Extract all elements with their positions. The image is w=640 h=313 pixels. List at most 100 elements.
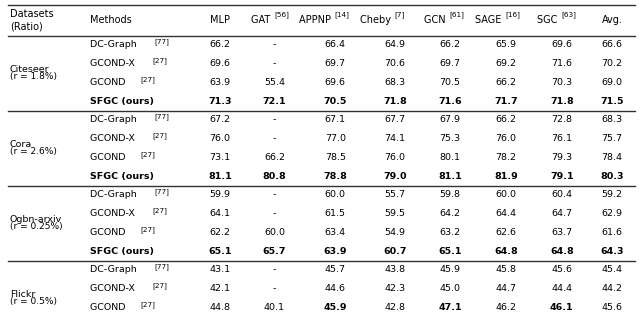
Text: [27]: [27]	[140, 151, 155, 158]
Text: -: -	[273, 40, 276, 49]
Text: Avg.: Avg.	[602, 15, 622, 25]
Text: DC-Graph: DC-Graph	[90, 190, 140, 199]
Text: 66.2: 66.2	[495, 78, 516, 87]
Text: 74.1: 74.1	[385, 134, 406, 143]
Text: [14]: [14]	[335, 11, 349, 18]
Text: 73.1: 73.1	[209, 153, 230, 162]
Text: 64.3: 64.3	[600, 247, 623, 256]
Text: 71.8: 71.8	[550, 97, 573, 106]
Text: (r = 0.5%): (r = 0.5%)	[10, 297, 57, 306]
Text: DC-Graph: DC-Graph	[90, 40, 140, 49]
Text: 71.5: 71.5	[600, 97, 623, 106]
Text: 70.6: 70.6	[385, 59, 406, 68]
Text: -: -	[273, 59, 276, 68]
Text: 40.1: 40.1	[264, 303, 285, 312]
Text: -: -	[273, 134, 276, 143]
Text: [77]: [77]	[155, 264, 170, 270]
Text: [27]: [27]	[152, 58, 167, 64]
Text: [77]: [77]	[155, 189, 170, 196]
Text: [27]: [27]	[152, 132, 167, 139]
Text: Cora: Cora	[10, 140, 32, 149]
Text: 64.9: 64.9	[385, 40, 406, 49]
Text: 81.1: 81.1	[438, 172, 462, 181]
Text: 43.8: 43.8	[385, 265, 406, 275]
Text: (r = 1.8%): (r = 1.8%)	[10, 72, 57, 81]
Text: 69.7: 69.7	[440, 59, 460, 68]
Text: 65.1: 65.1	[208, 247, 232, 256]
Text: 60.4: 60.4	[551, 190, 572, 199]
Text: 69.6: 69.6	[325, 78, 346, 87]
Text: 78.5: 78.5	[325, 153, 346, 162]
Text: 78.8: 78.8	[323, 172, 348, 181]
Text: 78.4: 78.4	[602, 153, 622, 162]
Text: 55.7: 55.7	[385, 190, 406, 199]
Text: GCOND-X: GCOND-X	[90, 59, 138, 68]
Text: 63.2: 63.2	[439, 228, 460, 237]
Text: 78.2: 78.2	[495, 153, 516, 162]
Text: -: -	[273, 284, 276, 293]
Text: GCOND-X: GCOND-X	[90, 284, 138, 293]
Text: DC-Graph: DC-Graph	[90, 265, 140, 275]
Text: GCOND: GCOND	[90, 303, 129, 312]
Text: Flickr: Flickr	[10, 290, 35, 299]
Text: 64.1: 64.1	[209, 209, 230, 218]
Text: 45.9: 45.9	[324, 303, 347, 312]
Text: 71.7: 71.7	[494, 97, 518, 106]
Text: DC-Graph: DC-Graph	[90, 115, 140, 125]
Text: 70.5: 70.5	[324, 97, 347, 106]
Text: 54.9: 54.9	[385, 228, 406, 237]
Text: 62.2: 62.2	[209, 228, 230, 237]
Text: Cheby: Cheby	[360, 15, 394, 25]
Text: [56]: [56]	[274, 11, 289, 18]
Text: 67.2: 67.2	[209, 115, 230, 125]
Text: Datasets
(Ratio): Datasets (Ratio)	[10, 9, 54, 32]
Text: GCOND: GCOND	[90, 153, 129, 162]
Text: 65.9: 65.9	[495, 40, 516, 49]
Text: 45.4: 45.4	[602, 265, 622, 275]
Text: 66.4: 66.4	[325, 40, 346, 49]
Text: (r = 0.25%): (r = 0.25%)	[10, 222, 63, 231]
Text: 44.6: 44.6	[325, 284, 346, 293]
Text: 60.0: 60.0	[264, 228, 285, 237]
Text: 70.3: 70.3	[551, 78, 572, 87]
Text: -: -	[273, 265, 276, 275]
Text: 75.3: 75.3	[439, 134, 460, 143]
Text: SFGC (ours): SFGC (ours)	[90, 247, 154, 256]
Text: Citeseer: Citeseer	[10, 65, 50, 74]
Text: 60.0: 60.0	[495, 190, 516, 199]
Text: 67.1: 67.1	[325, 115, 346, 125]
Text: 69.0: 69.0	[602, 78, 622, 87]
Text: [77]: [77]	[155, 39, 170, 45]
Text: (r = 2.6%): (r = 2.6%)	[10, 147, 57, 156]
Text: 81.9: 81.9	[494, 172, 518, 181]
Text: Methods: Methods	[90, 15, 132, 25]
Text: 61.5: 61.5	[325, 209, 346, 218]
Text: 64.4: 64.4	[495, 209, 516, 218]
Text: 69.6: 69.6	[209, 59, 230, 68]
Text: -: -	[273, 209, 276, 218]
Text: 44.4: 44.4	[551, 284, 572, 293]
Text: [61]: [61]	[449, 11, 464, 18]
Text: 76.1: 76.1	[551, 134, 572, 143]
Text: 80.1: 80.1	[440, 153, 460, 162]
Text: 71.6: 71.6	[438, 97, 461, 106]
Text: 69.6: 69.6	[551, 40, 572, 49]
Text: 72.1: 72.1	[262, 97, 286, 106]
Text: MLP: MLP	[210, 15, 230, 25]
Text: 65.1: 65.1	[438, 247, 461, 256]
Text: Ogbn-arxiv: Ogbn-arxiv	[10, 215, 62, 224]
Text: SFGC (ours): SFGC (ours)	[90, 172, 154, 181]
Text: 64.8: 64.8	[550, 247, 573, 256]
Text: 66.2: 66.2	[264, 153, 285, 162]
Text: 70.5: 70.5	[440, 78, 460, 87]
Text: SFGC (ours): SFGC (ours)	[90, 97, 154, 106]
Text: 71.3: 71.3	[208, 97, 232, 106]
Text: 44.2: 44.2	[602, 284, 622, 293]
Text: 63.9: 63.9	[324, 247, 347, 256]
Text: 59.5: 59.5	[385, 209, 406, 218]
Text: 63.7: 63.7	[551, 228, 572, 237]
Text: -: -	[273, 115, 276, 125]
Text: 68.3: 68.3	[602, 115, 623, 125]
Text: 65.7: 65.7	[263, 247, 286, 256]
Text: 42.3: 42.3	[385, 284, 406, 293]
